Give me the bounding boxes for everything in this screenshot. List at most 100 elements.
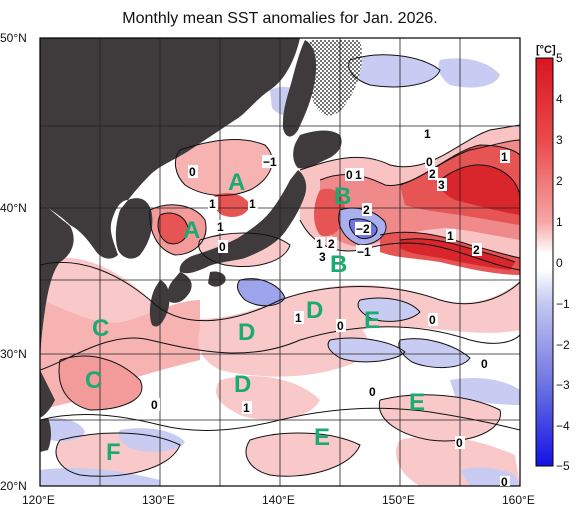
contour-label: −1 [262,155,278,169]
region-label-e: E [364,307,380,334]
colorbar-tick: 4 [556,92,563,106]
contour-label: 1 [354,168,364,182]
contour-label: 1 [242,401,252,415]
lon-label: 130°E [142,493,175,507]
region-label-c: C [92,315,109,342]
lon-label: 150°E [382,493,415,507]
contour-label: 3 [318,250,328,264]
svg-text:−2: −2 [356,222,370,236]
svg-text:0: 0 [456,436,463,450]
lat-label: 40°N [0,201,27,215]
region-label-e: E [314,424,330,451]
land-masses [40,38,342,452]
sea-ice-area [306,40,362,116]
lon-label: 140°E [262,493,295,507]
svg-text:0: 0 [337,319,344,333]
region-label-d: D [238,319,255,346]
lat-lon-grid [40,38,520,486]
svg-text:1: 1 [501,150,508,164]
contour-label: 2 [428,167,438,181]
contour-label: 1 [423,127,433,141]
contour-label: 0 [425,155,435,169]
region-label-c: C [85,367,102,394]
svg-text:2: 2 [473,243,480,257]
map-title: Monthly mean SST anomalies for Jan. 2026… [122,10,438,27]
colorbar-tick: 3 [556,133,563,147]
colorbar-tick: −2 [556,338,570,352]
svg-text:1: 1 [295,311,302,325]
lat-label: 20°N [0,479,27,493]
region-label-e: E [409,389,425,416]
svg-text:0: 0 [369,385,376,399]
contour-label: 1 [446,229,456,243]
region-label-b: B [330,251,347,278]
svg-text:2: 2 [363,203,370,217]
colorbar-tick: 2 [556,174,563,188]
colorbar-tick: −1 [556,297,570,311]
region-label-d: D [306,297,323,324]
contour-label: 3 [437,178,447,192]
contour-label: 0 [150,398,160,412]
lat-label: 30°N [0,347,27,361]
svg-text:0: 0 [189,165,196,179]
colorbar-tick: 1 [556,215,563,229]
contour-label: 0 [188,165,198,179]
svg-text:1: 1 [209,197,216,211]
contour-label: 1 [500,150,510,164]
contour-label: 1 [208,197,218,211]
svg-text:−1: −1 [263,155,277,169]
svg-text:1: 1 [447,229,454,243]
contour-label: 0 [368,385,378,399]
map-frame [39,37,521,487]
region-label-f: F [106,439,121,466]
lon-label: 160°E [502,493,535,507]
svg-text:1: 1 [243,401,250,415]
colorbar-tick: 5 [556,51,563,65]
svg-text:3: 3 [438,178,445,192]
contour-label: −1 [356,245,372,259]
contour-label: 0 [428,313,438,327]
colorbar-tick: −5 [556,459,570,473]
svg-text:2: 2 [328,237,335,251]
region-labels: A A B B C C D D D E E E F [85,169,425,466]
svg-text:0: 0 [219,240,226,254]
contour-label: 1 [248,197,258,211]
colorbar-tick: −4 [556,419,570,433]
svg-text:1: 1 [249,197,256,211]
lon-label: 120°E [22,493,55,507]
contour-label: 0 [218,240,228,254]
region-label-d: D [234,371,251,398]
contour-label: 1 [216,220,226,234]
colorbar-unit: [°C] [536,44,556,56]
svg-text:0: 0 [151,398,158,412]
contour-label: 0 [345,168,355,182]
colorbar-tick: 0 [556,256,563,270]
svg-text:3: 3 [319,250,326,264]
contour-label: 0 [336,319,346,333]
svg-text:−1: −1 [357,245,371,259]
region-label-a: A [183,217,200,244]
contour-label: 2 [362,203,372,217]
contour-label: −2 [355,222,371,236]
svg-text:1: 1 [217,220,224,234]
contour-label: 1 [294,311,304,325]
colorbar-tick: −3 [556,378,570,392]
svg-text:1: 1 [355,168,362,182]
contour-value-labels: 1 0 −1 1 1 1 0 1 0 0 1 2 2 −2 −1 1 2 3 1… [150,127,510,489]
contour-label: 2 [472,243,482,257]
contour-label: 0 [480,357,490,371]
svg-text:1: 1 [424,127,431,141]
svg-text:2: 2 [429,167,436,181]
colorbar [535,57,554,467]
svg-text:0: 0 [481,357,488,371]
contour-label: 0 [500,475,510,489]
svg-text:0: 0 [346,168,353,182]
svg-text:0: 0 [501,475,508,489]
region-label-a: A [228,169,245,196]
svg-text:0: 0 [429,313,436,327]
lat-label: 50°N [0,31,27,45]
contour-label: 2 [327,237,337,251]
region-label-b: B [334,183,351,210]
svg-text:0: 0 [426,155,433,169]
